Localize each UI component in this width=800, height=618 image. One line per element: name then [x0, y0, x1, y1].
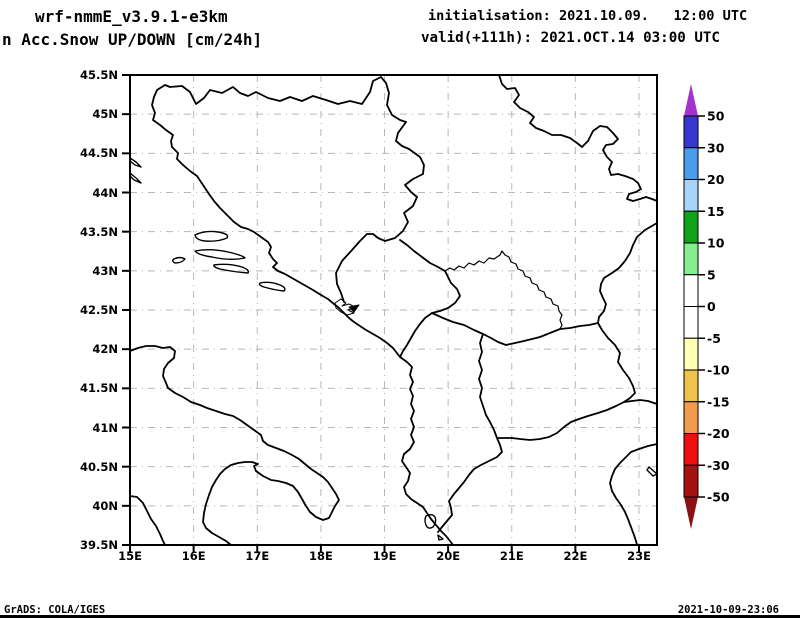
border-macedonia-north [482, 322, 599, 346]
lat-tick-label: 41.5N [80, 381, 118, 396]
coastline-albania [399, 356, 454, 546]
colorbar-segment [683, 242, 699, 276]
border-serbia-montenegro [399, 239, 461, 358]
kotor-bay-detail [334, 298, 360, 316]
bottom-border-rule [0, 615, 800, 618]
border-kosovo-albania [431, 312, 484, 335]
colorbar-segment [683, 369, 699, 403]
coastline-greece-southeast [609, 443, 658, 546]
lat-tick-label: 45N [92, 107, 118, 122]
geography-layer [129, 74, 658, 546]
colorbar-segment [683, 401, 699, 434]
lat-tick-label: 44.5N [80, 146, 118, 161]
border-macedonia-south-west [478, 333, 625, 441]
border-greece-albania [437, 437, 503, 533]
island [194, 230, 229, 242]
colorbar-segment [683, 337, 699, 371]
lon-tick-label: 21E [499, 549, 524, 563]
border-macedonia-bulgaria-greece [597, 322, 658, 405]
lat-tick-label: 39.5N [80, 538, 118, 552]
lat-tick-label: 44N [92, 185, 118, 200]
lat-tick-label: 43N [92, 263, 118, 278]
map-plot [122, 74, 658, 553]
border-serbia-bulgaria [597, 222, 658, 324]
island [172, 256, 186, 264]
colorbar-label: 10 [707, 236, 725, 251]
colorbar-label: 0 [707, 299, 716, 314]
lon-tick-label: 20E [436, 549, 461, 563]
colorbar-segment [683, 147, 699, 180]
lon-tick-label: 17E [245, 549, 270, 563]
lon-tick-label: 15E [118, 549, 142, 563]
lon-tick-label: 18E [308, 549, 333, 563]
colorbar-label: -15 [707, 394, 730, 409]
lat-tick-label: 42.5N [80, 303, 118, 317]
colorbar-label: 50 [707, 109, 725, 124]
island [129, 172, 142, 184]
island [646, 466, 658, 477]
colorbar-label: 15 [707, 204, 724, 219]
colorbar-label: -30 [707, 458, 730, 473]
island [213, 263, 250, 274]
colorbar-label: 30 [707, 140, 725, 155]
colorbar-segment [683, 179, 699, 212]
grads-credit: GrADS: COLA/IGES [4, 604, 106, 616]
island [437, 534, 444, 541]
valid-time-label: valid(+111h): 2021.OCT.14 03:00 UTC [421, 30, 720, 46]
colorbar-segment [683, 464, 699, 498]
product-title: n Acc.Snow UP/DOWN [cm/24h] [2, 30, 263, 49]
lon-tick-label: 23E [627, 549, 651, 563]
colorbar-label: 20 [707, 172, 725, 187]
colorbar-segment [683, 433, 699, 466]
colorbar-segment [683, 274, 699, 307]
colorbar-end-arrow [684, 84, 698, 116]
island [129, 157, 142, 168]
lat-tick-label: 43.5N [80, 224, 118, 239]
island [194, 249, 246, 260]
map-frame [129, 74, 658, 546]
island-corfu [424, 514, 437, 529]
colorbar-label: 5 [707, 267, 716, 282]
coastline-italy-apulia [129, 345, 340, 546]
border-croatia-north [164, 76, 407, 123]
colorbar-segment [683, 210, 699, 244]
grid-lines [130, 75, 657, 545]
lat-tick-label: 42N [92, 342, 118, 357]
lat-tick-label: 40N [92, 498, 118, 513]
border-bosnia-east-drina [335, 121, 425, 303]
island [258, 281, 286, 292]
lat-tick-label: 45.5N [80, 68, 118, 82]
colorbar-label: -10 [707, 363, 730, 378]
init-time-label: initialisation: 2021.10.09. 12:00 UTC [428, 8, 748, 24]
lat-tick-label: 40.5N [80, 459, 118, 474]
border-kosovo-serbia [444, 250, 563, 330]
lon-tick-label: 19E [372, 549, 397, 563]
lon-tick-label: 16E [181, 549, 206, 563]
lon-tick-label: 22E [563, 549, 588, 563]
colorbar-segment [683, 306, 699, 339]
colorbar-label: -50 [707, 490, 730, 505]
adriatic-islands [129, 157, 658, 541]
border-serbia-danube-romania [498, 74, 658, 202]
creation-timestamp: 2021-10-09-23:06 [677, 604, 779, 616]
coastline-croatia [151, 84, 401, 358]
colorbar-end-arrow [684, 497, 698, 529]
model-title: wrf-nmmE_v3.9.1-e3km [35, 7, 228, 26]
kotor-inlet [348, 304, 360, 313]
colorbar-segment [683, 115, 699, 149]
coastline-calabria [129, 495, 166, 546]
colorbar-label: -20 [707, 426, 730, 441]
lat-tick-label: 41N [92, 420, 118, 435]
colorbar-label: -5 [707, 331, 721, 346]
axis-tick-marks [122, 74, 640, 553]
